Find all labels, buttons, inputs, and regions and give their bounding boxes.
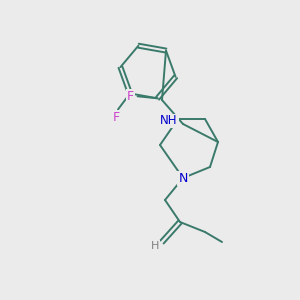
Text: F: F — [112, 111, 120, 124]
Text: H: H — [151, 241, 159, 251]
Text: N: N — [178, 172, 188, 184]
Text: NH: NH — [160, 115, 178, 128]
Text: F: F — [127, 90, 134, 103]
